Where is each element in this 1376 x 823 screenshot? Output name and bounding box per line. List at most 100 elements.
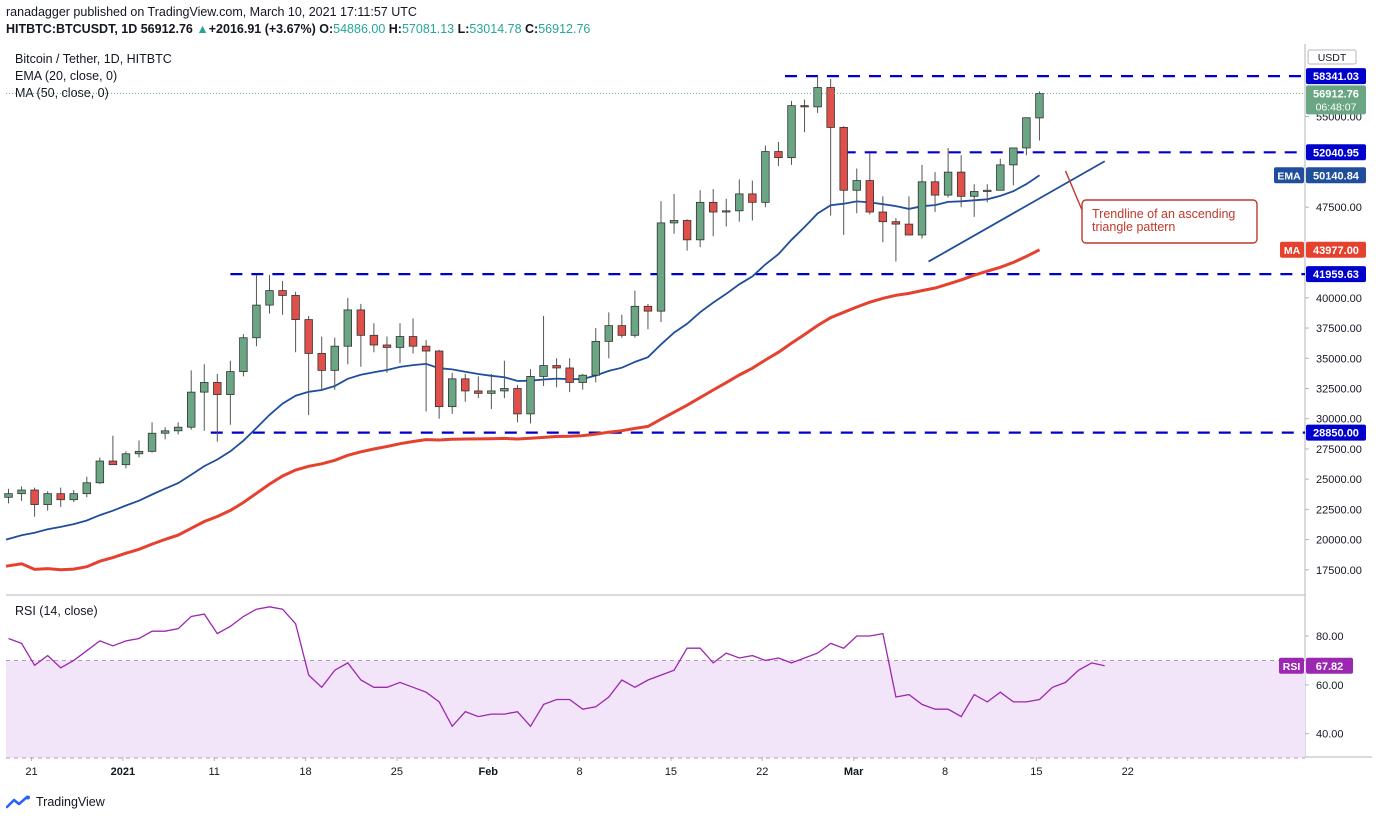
candle — [656, 201, 666, 323]
ema-price-badge — [1306, 167, 1366, 184]
currency-label: USDT — [1318, 52, 1347, 64]
price-tick-label: 35000.00 — [1316, 353, 1362, 365]
candle-body — [878, 211, 888, 223]
candle — [930, 172, 940, 213]
candle-body — [121, 453, 131, 466]
candle-body — [891, 221, 901, 225]
candle-body — [461, 378, 470, 392]
candle-body — [552, 365, 561, 369]
candle — [1009, 147, 1018, 186]
chart-title-legend[interactable]: Bitcoin / Tether, 1D, HITBTC — [15, 52, 172, 66]
candle-body — [134, 450, 144, 455]
candle — [630, 290, 640, 338]
candle-body — [17, 489, 26, 495]
candle-body — [239, 337, 248, 372]
candle-body — [578, 374, 587, 383]
candle — [134, 440, 144, 458]
candle-body — [487, 390, 496, 394]
candle-body — [774, 151, 783, 159]
candle-body — [252, 304, 261, 339]
candle — [917, 164, 927, 239]
close-value: 56912.76 — [538, 22, 591, 36]
rsi-tick-label: 40.00 — [1316, 729, 1344, 741]
candle-body — [30, 489, 39, 505]
price-tick-label: 17500.00 — [1316, 565, 1362, 577]
candle — [434, 349, 444, 419]
rsi-pane: 40.00 60.00 80.00 RSI 67.82 — [6, 606, 1353, 759]
time-tick-label: 21 — [25, 766, 37, 778]
candle — [643, 303, 653, 330]
candle — [226, 360, 235, 425]
candle — [461, 374, 470, 402]
candle-body — [813, 87, 822, 108]
candle-body — [382, 344, 392, 348]
symbol-label[interactable]: HITBTC:BTCUSDT, 1D — [6, 22, 138, 36]
candle — [369, 323, 379, 353]
candle-body — [56, 493, 65, 501]
candle — [735, 179, 744, 222]
candle-body — [186, 391, 196, 428]
candle — [813, 76, 822, 113]
candle-body — [434, 350, 444, 408]
candle-body — [983, 189, 992, 192]
candle — [4, 488, 13, 504]
time-tick-label: 25 — [391, 766, 403, 778]
candle — [447, 372, 457, 414]
rsi-value-label: 67.82 — [1316, 661, 1344, 673]
time-axis: 21 2021 11 18 25 Feb 8 15 22 Mar 8 15 22 — [25, 757, 1134, 778]
tradingview-brand[interactable]: TradingView — [36, 795, 105, 809]
tradingview-footer: TradingView — [6, 795, 105, 809]
publish-header: ranadagger published on TradingView.com,… — [6, 4, 590, 38]
candle-body — [761, 151, 770, 203]
level-price-label: 52040.95 — [1313, 147, 1359, 159]
candle — [826, 79, 835, 216]
candle-body — [917, 181, 927, 236]
rsi-tag — [1279, 657, 1304, 674]
candle — [943, 147, 953, 198]
price-tick-label: 40000.00 — [1316, 293, 1362, 305]
time-tick-label: 8 — [942, 766, 948, 778]
ma-legend[interactable]: MA (50, close, 0) — [15, 86, 109, 100]
candle — [774, 141, 783, 167]
candle — [474, 376, 483, 399]
annotation-pointer — [1064, 170, 1083, 211]
candle-body — [200, 382, 209, 393]
candle — [330, 337, 339, 390]
candle — [513, 384, 522, 423]
candle — [95, 457, 105, 484]
candle — [17, 486, 26, 501]
candle — [839, 126, 848, 235]
candle-body — [865, 180, 874, 213]
last-price: 56912.76 — [140, 22, 193, 36]
current-price-label: 56912.76 — [1313, 88, 1359, 100]
ohlc-line: HITBTC:BTCUSDT, 1D 56912.76 ▲+2016.91 (+… — [6, 21, 590, 38]
candle-body — [591, 340, 600, 376]
rsi-legend[interactable]: RSI (14, close) — [15, 604, 98, 618]
candle-body — [682, 220, 692, 241]
candle — [56, 487, 65, 507]
time-tick-label: 18 — [299, 766, 311, 778]
annotation-text: Trendline of an ascending — [1092, 207, 1235, 221]
ema-tag — [1274, 167, 1304, 184]
rsi-tick-label: 60.00 — [1316, 680, 1344, 692]
candle-body — [474, 390, 483, 394]
ma-price-label: 43977.00 — [1313, 245, 1359, 257]
candle-body — [970, 191, 979, 197]
candle — [278, 280, 287, 315]
candle — [487, 374, 496, 410]
candle — [304, 315, 313, 416]
candle — [996, 158, 1005, 191]
candle-body — [604, 325, 613, 342]
price-tick-label: 27500.00 — [1316, 444, 1362, 456]
time-tick-label: Mar — [844, 766, 864, 778]
ascending-trendline — [928, 160, 1106, 263]
price-tick-label: 32500.00 — [1316, 384, 1362, 396]
ema-legend[interactable]: EMA (20, close, 0) — [15, 69, 118, 83]
time-tick-label: 22 — [756, 766, 768, 778]
candle — [800, 99, 809, 133]
annotation-text: triangle pattern — [1092, 220, 1175, 234]
candle-body — [943, 171, 953, 196]
candle-body — [500, 388, 509, 392]
price-chart[interactable]: 17500.00 20000.00 22500.00 25000.00 27500.00… — [0, 0, 1376, 790]
candle-body — [173, 426, 183, 432]
